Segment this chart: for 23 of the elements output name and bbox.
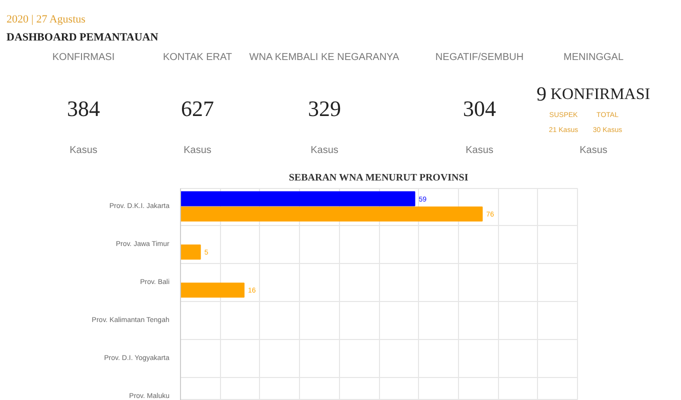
category-label: KONFIRMASI bbox=[52, 52, 115, 63]
bar bbox=[180, 206, 483, 222]
category-label: KONTAK ERAT bbox=[162, 52, 232, 63]
bar bbox=[180, 191, 416, 206]
category-label: WNA KEMBALI KE NEGARANYA bbox=[249, 52, 400, 63]
data-label: 304 bbox=[463, 96, 496, 121]
text: Kasus bbox=[466, 145, 494, 156]
data-label: 329 bbox=[308, 96, 341, 121]
bar bbox=[180, 244, 201, 260]
bar bbox=[180, 282, 245, 298]
text: Kasus bbox=[70, 145, 98, 156]
text: 2020 | 27 Agustus bbox=[6, 14, 86, 26]
category-label: MENINGGAL bbox=[563, 52, 624, 63]
text: KONFIRMASI bbox=[550, 86, 650, 103]
data-label: 627 bbox=[181, 96, 214, 121]
category-label: NEGATIF/SEMBUH bbox=[435, 52, 524, 63]
text: Kasus bbox=[310, 145, 338, 156]
text: DASHBOARD PEMANTAUAN bbox=[6, 32, 158, 44]
data-label: 9 bbox=[536, 84, 546, 106]
text: Kasus bbox=[580, 145, 608, 156]
text: Kasus bbox=[184, 145, 212, 156]
data-label: 384 bbox=[67, 96, 100, 121]
chart-title: SEBARAN WNA MENURUT PROVINSI bbox=[288, 172, 468, 184]
